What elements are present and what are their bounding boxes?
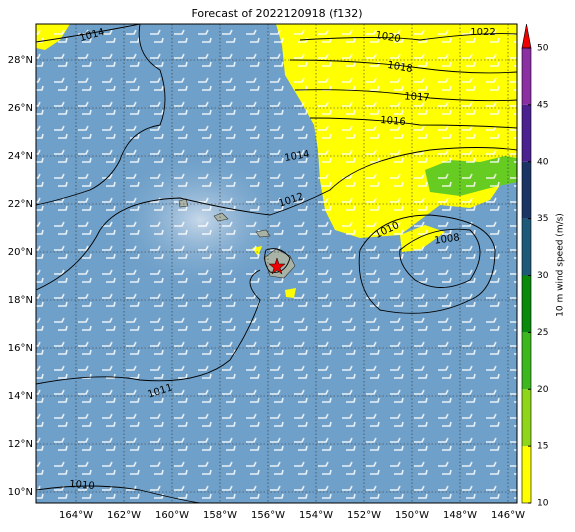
colorbar-tick-label: 25	[537, 328, 548, 338]
title: Forecast of 2022120918 (f132)	[191, 7, 362, 20]
map-frame	[35, 23, 518, 504]
lon-label: 160°W	[155, 510, 189, 521]
lon-label: 150°W	[395, 510, 429, 521]
lon-label: 148°W	[443, 510, 477, 521]
colorbar-tick-label: 15	[537, 442, 548, 452]
colorbar-segment	[522, 104, 531, 162]
colorbar-segment	[522, 389, 531, 447]
lon-label: 154°W	[299, 510, 333, 521]
isobar-label: 1022	[470, 27, 495, 38]
storm-center	[268, 257, 286, 275]
isobar-label: 1016	[380, 115, 406, 128]
lat-label: 22°N	[8, 199, 33, 210]
lon-label: 156°W	[251, 510, 285, 521]
lat-label: 16°N	[8, 343, 33, 354]
colorbar-tick-label: 20	[537, 385, 549, 395]
isobar-label: 1010	[69, 479, 95, 492]
colorbar-tick-label: 45	[537, 100, 548, 110]
colorbar-segment	[522, 446, 531, 503]
isobar-label: 1008	[434, 232, 461, 246]
isobars	[36, 24, 517, 503]
colorbar-segment	[522, 161, 531, 219]
lon-label: 152°W	[347, 510, 381, 521]
lon-label: 164°W	[59, 510, 93, 521]
lat-label: 28°N	[8, 55, 33, 66]
lat-label: 24°N	[8, 151, 33, 162]
colorbar-segment	[522, 218, 531, 276]
colorbar-tick-label: 10	[537, 499, 549, 509]
lon-label: 158°W	[203, 510, 237, 521]
lat-label: 26°N	[8, 103, 33, 114]
colorbar-tick-label: 40	[537, 157, 549, 167]
colorbar-extend	[521, 23, 532, 49]
colorbar-segment	[522, 332, 531, 390]
lon-label: 146°W	[491, 510, 525, 521]
islands	[178, 198, 296, 279]
colorbar-tick-label: 30	[537, 271, 549, 281]
isobar-label: 1014	[284, 149, 311, 164]
lon-label: 162°W	[107, 510, 141, 521]
lat-label: 20°N	[8, 247, 33, 258]
map	[36, 24, 517, 503]
colorbar-label: 10 m wind speed (m/s)	[556, 213, 566, 317]
isobar-label: 1017	[404, 91, 430, 103]
colorbar-segment	[522, 275, 531, 333]
lat-label: 10°N	[8, 487, 33, 498]
colorbar-tick-label: 50	[537, 44, 549, 54]
isobar-label: 1018	[386, 60, 413, 75]
isobar-label: 1020	[374, 30, 401, 45]
lat-label: 18°N	[8, 295, 33, 306]
colorbar-tick-label: 35	[537, 214, 548, 224]
colorbar-segment	[522, 48, 531, 105]
lat-label: 14°N	[8, 391, 33, 402]
lat-label: 12°N	[8, 439, 33, 450]
